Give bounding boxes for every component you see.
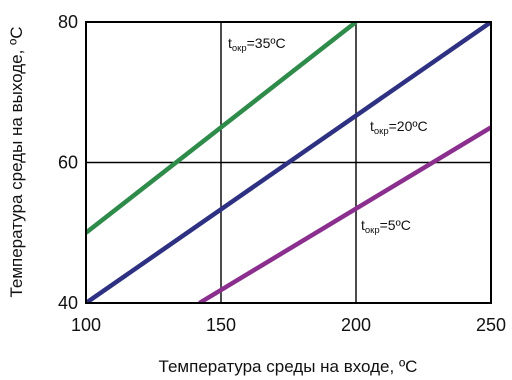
series-line-1 — [86, 22, 358, 235]
plot-frame — [85, 21, 492, 304]
series-line-2 — [86, 22, 491, 303]
series-label-1: tокр=35ºC — [228, 35, 286, 54]
x-tick-label: 100 — [71, 315, 101, 335]
y-tick-label: 60 — [58, 153, 78, 173]
y-tick-label: 40 — [58, 293, 78, 313]
series-lines — [86, 22, 491, 303]
y-tick-label: 80 — [58, 12, 78, 32]
x-tick-label: 200 — [341, 315, 371, 335]
series-label-3: tокр=5ºC — [361, 217, 411, 236]
tick-labels: 100 150 200 250 40 60 80 — [58, 12, 506, 335]
x-tick-label: 250 — [476, 315, 506, 335]
series-labels: tокр=35ºC tокр=20ºC tокр=5ºC — [228, 35, 428, 236]
series-line-3 — [198, 125, 491, 303]
y-axis-title: Температура среды на выходе, ºC — [7, 26, 26, 297]
series-label-2: tокр=20ºC — [370, 118, 428, 137]
x-tick-label: 150 — [206, 315, 236, 335]
x-axis-title: Температура среды на входе, ºC — [159, 357, 418, 376]
